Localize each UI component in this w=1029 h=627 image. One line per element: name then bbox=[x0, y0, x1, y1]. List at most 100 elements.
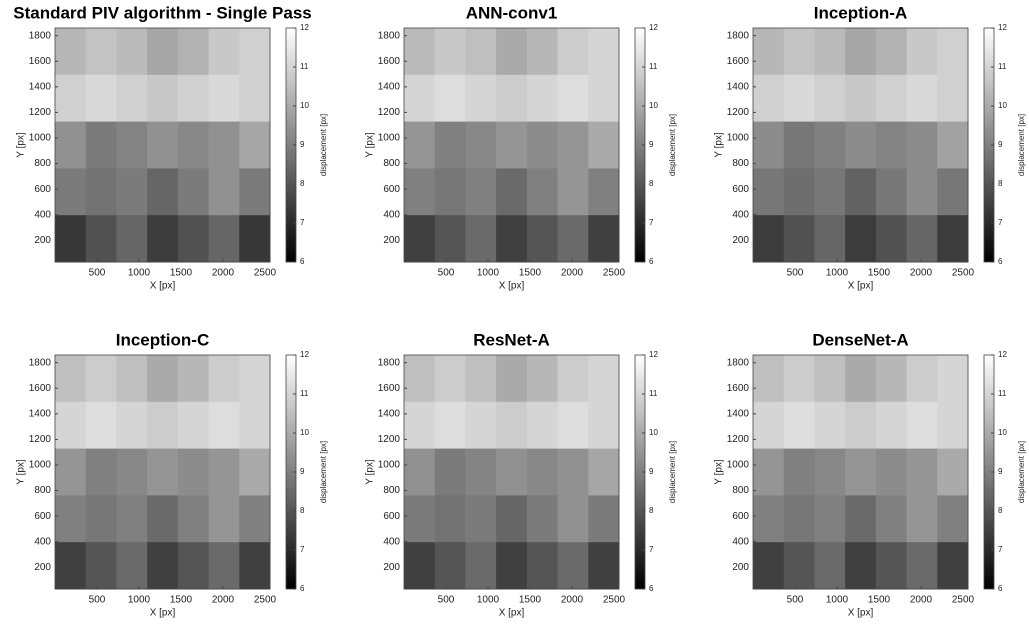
heatmap-cell bbox=[588, 448, 620, 496]
x-tick-label: 1500 bbox=[519, 268, 542, 279]
heatmap-cell bbox=[208, 448, 240, 496]
heatmap-cell bbox=[496, 495, 528, 543]
heatmap-cell bbox=[526, 448, 559, 496]
heatmap-cell bbox=[404, 121, 436, 169]
heatmap-cell bbox=[177, 121, 210, 169]
y-tick-label: 1000 bbox=[29, 460, 52, 471]
y-tick-label: 200 bbox=[732, 235, 749, 246]
x-tick-label: 2000 bbox=[910, 595, 933, 606]
heatmap-cell bbox=[526, 542, 559, 590]
heatmap-cell bbox=[496, 215, 528, 263]
colorbar-tick-label: 6 bbox=[300, 257, 305, 266]
heatmap-cell bbox=[55, 495, 87, 543]
heatmap-cell bbox=[85, 74, 117, 123]
heatmap-cell bbox=[875, 355, 908, 403]
x-tick-label: 2500 bbox=[952, 595, 975, 606]
x-tick-label: 1500 bbox=[868, 268, 891, 279]
colorbar-tick-label: 9 bbox=[649, 467, 654, 476]
heatmap-cell bbox=[814, 74, 846, 123]
y-tick-label: 200 bbox=[732, 562, 749, 573]
y-axis-label: Y [px] bbox=[714, 132, 725, 158]
heatmap-cell bbox=[404, 28, 436, 76]
heatmap-cell bbox=[85, 355, 117, 403]
colorbar-label: displacement [px] bbox=[668, 441, 677, 503]
heatmap-cell bbox=[116, 215, 148, 263]
heatmap-cell bbox=[557, 28, 589, 76]
heatmap-cell bbox=[814, 401, 846, 450]
heatmap-cell bbox=[845, 448, 877, 496]
heatmap-cell bbox=[937, 401, 969, 450]
y-tick-label: 1000 bbox=[727, 460, 750, 471]
colorbar-tick-label: 12 bbox=[649, 350, 658, 359]
y-tick-label: 200 bbox=[34, 235, 51, 246]
colorbar-tick-label: 10 bbox=[300, 428, 309, 437]
heatmap-cell bbox=[239, 355, 271, 403]
y-tick-label: 200 bbox=[34, 562, 51, 573]
x-tick-label: 1500 bbox=[868, 595, 891, 606]
heatmap-cell bbox=[814, 168, 846, 216]
heatmap-cell bbox=[177, 215, 210, 263]
x-tick-label: 500 bbox=[787, 268, 804, 279]
y-tick-label: 1800 bbox=[29, 357, 52, 368]
heatmap-cell bbox=[208, 74, 240, 123]
title: ResNet-A bbox=[473, 330, 550, 349]
heatmap-cell bbox=[208, 215, 240, 263]
heatmap-cell bbox=[208, 28, 240, 76]
x-axis-label: X [px] bbox=[499, 608, 525, 619]
heatmap-cell bbox=[845, 401, 877, 450]
title: Inception-A bbox=[814, 3, 908, 22]
heatmap-cell bbox=[588, 121, 620, 169]
heatmap-cell bbox=[465, 355, 497, 403]
y-tick-label: 1000 bbox=[29, 133, 52, 144]
colorbar-tick-label: 6 bbox=[649, 584, 654, 593]
y-tick-label: 1200 bbox=[727, 107, 750, 118]
heatmap-cell bbox=[434, 168, 466, 216]
colorbar-tick-label: 6 bbox=[998, 257, 1003, 266]
heatmap-cell bbox=[177, 355, 210, 403]
heatmap-cell bbox=[85, 448, 117, 496]
y-tick-label: 400 bbox=[732, 209, 749, 220]
heatmap-cell bbox=[434, 74, 466, 123]
plot-frame bbox=[403, 27, 620, 263]
colorbar-tick-label: 8 bbox=[649, 179, 654, 188]
heatmap-cell bbox=[526, 215, 559, 263]
colorbar-tick-label: 6 bbox=[998, 584, 1003, 593]
heatmap-cell bbox=[465, 542, 497, 590]
heatmap-cell bbox=[783, 121, 815, 169]
y-tick-label: 600 bbox=[34, 511, 51, 522]
x-tick-label: 2000 bbox=[561, 268, 584, 279]
heatmap-cell bbox=[85, 121, 117, 169]
heatmap-cell bbox=[937, 121, 969, 169]
heatmap-cell bbox=[753, 542, 785, 590]
heatmap-cell bbox=[875, 448, 908, 496]
heatmap-cell bbox=[239, 121, 271, 169]
heatmap-cell bbox=[496, 542, 528, 590]
x-tick-label: 500 bbox=[787, 595, 804, 606]
heatmap-cell bbox=[404, 74, 436, 123]
y-tick-label: 1400 bbox=[29, 408, 52, 419]
heatmap-cell bbox=[55, 355, 87, 403]
y-tick-label: 400 bbox=[34, 209, 51, 220]
x-tick-label: 2500 bbox=[603, 595, 626, 606]
heatmap-cell bbox=[753, 448, 785, 496]
y-tick-label: 800 bbox=[34, 485, 51, 496]
heatmap-cell bbox=[239, 28, 271, 76]
heatmap-cell bbox=[147, 121, 179, 169]
heatmap-cell bbox=[177, 28, 210, 76]
y-tick-label: 1400 bbox=[378, 408, 401, 419]
heatmap-cell bbox=[526, 355, 559, 403]
heatmap-cell bbox=[937, 495, 969, 543]
heatmap-cell bbox=[845, 28, 877, 76]
heatmap-cell bbox=[85, 495, 117, 543]
y-tick-label: 1600 bbox=[378, 56, 401, 67]
heatmap-cell bbox=[496, 401, 528, 450]
y-tick-label: 400 bbox=[34, 536, 51, 547]
heatmap-cell bbox=[588, 28, 620, 76]
y-tick-label: 800 bbox=[383, 158, 400, 169]
y-tick-label: 1200 bbox=[378, 434, 401, 445]
heatmap-cell bbox=[906, 401, 938, 450]
heatmap-cell bbox=[845, 355, 877, 403]
heatmap-cell bbox=[116, 28, 148, 76]
y-tick-label: 1200 bbox=[29, 107, 52, 118]
heatmap-cell bbox=[434, 401, 466, 450]
